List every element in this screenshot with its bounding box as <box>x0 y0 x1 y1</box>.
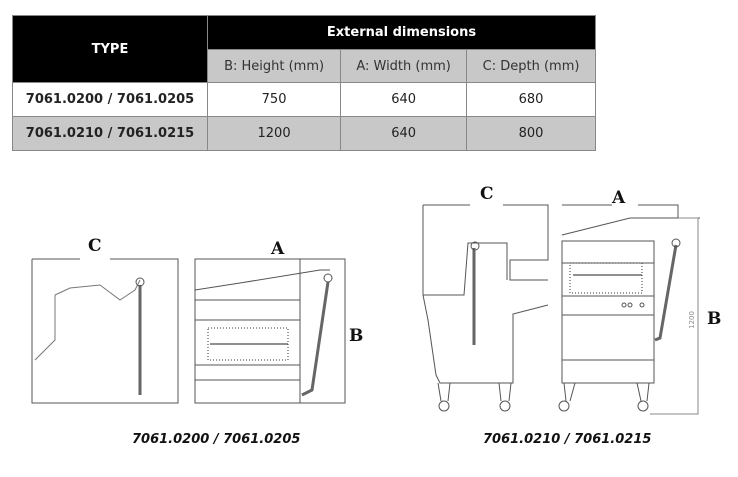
type-cell: 7061.0200 / 7061.0205 <box>12 82 208 117</box>
small-label-b: B <box>349 326 363 346</box>
large-side-view: C <box>422 184 549 412</box>
large-front-view: 1200 A B <box>558 188 721 415</box>
large-label-b: B <box>707 309 721 329</box>
depth-cell: 800 <box>466 116 596 151</box>
depth-column-header: C: Depth (mm) <box>466 49 596 83</box>
small-label-c: C <box>88 236 102 256</box>
small-side-view: C <box>31 236 179 404</box>
large-label-a: A <box>611 188 626 208</box>
dimensions-table: TYPE External dimensions B: Height (mm) … <box>12 15 596 151</box>
type-cell: 7061.0210 / 7061.0215 <box>12 116 208 151</box>
small-front-view: A B <box>194 239 363 404</box>
height-cell: 750 <box>206 82 342 117</box>
small-label-a: A <box>270 239 285 259</box>
external-dimensions-header: External dimensions <box>207 15 596 50</box>
width-cell: 640 <box>340 82 468 117</box>
large-label-c: C <box>480 184 494 204</box>
small-model-caption: 7061.0200 / 7061.0205 <box>132 432 301 447</box>
width-column-header: A: Width (mm) <box>340 49 468 83</box>
large-dimension-label: 1200 <box>688 311 696 329</box>
depth-cell: 680 <box>466 82 596 117</box>
height-cell: 1200 <box>206 116 342 151</box>
width-cell: 640 <box>340 116 468 151</box>
large-model-caption: 7061.0210 / 7061.0215 <box>483 432 652 447</box>
table-row: 7061.0200 / 7061.0205 750 640 680 <box>12 82 596 117</box>
height-column-header: B: Height (mm) <box>206 49 342 83</box>
type-header: TYPE <box>12 15 208 83</box>
table-row: 7061.0210 / 7061.0215 1200 640 800 <box>12 116 596 151</box>
